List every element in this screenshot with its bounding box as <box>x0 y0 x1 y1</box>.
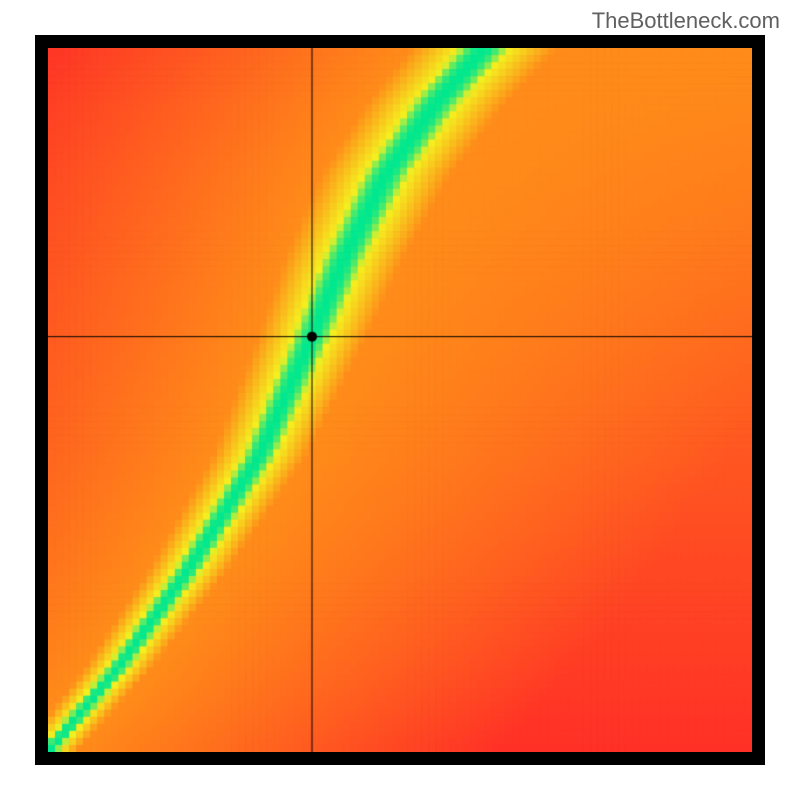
chart-border <box>35 35 765 765</box>
chart-container: TheBottleneck.com <box>0 0 800 800</box>
chart-area <box>48 48 752 752</box>
watermark-text: TheBottleneck.com <box>592 8 780 34</box>
heatmap-canvas <box>48 48 752 752</box>
